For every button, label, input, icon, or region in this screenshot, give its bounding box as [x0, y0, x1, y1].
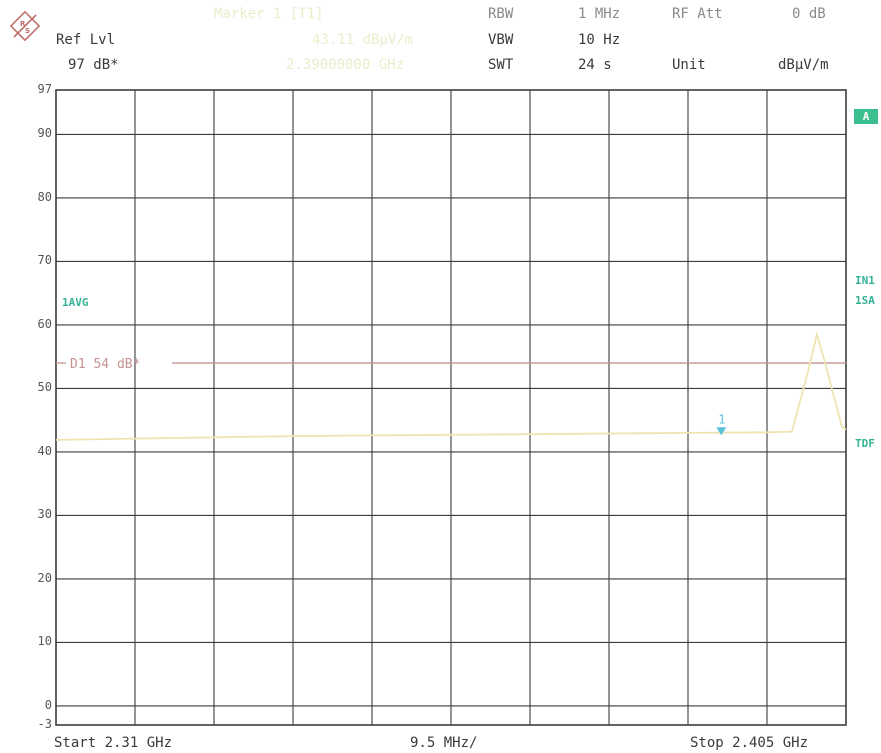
y-tick-label: 60	[37, 316, 52, 331]
vbw-label: VBW	[488, 32, 514, 48]
rf-att-value: 0 dB	[792, 6, 826, 22]
transducer-indicator: TDF	[855, 437, 875, 450]
trace-a-indicator: A	[854, 109, 878, 124]
svg-text:S: S	[25, 27, 30, 35]
marker-layer: 1	[716, 412, 727, 436]
span-per-division: 9.5 MHz/	[410, 735, 478, 751]
sample-indicator: 1SA	[855, 294, 875, 307]
start-frequency: Start 2.31 GHz	[54, 735, 173, 751]
y-tick-label: 90	[37, 126, 52, 141]
rohde-schwarz-logo: R S	[10, 11, 40, 41]
marker-number: 1	[718, 412, 725, 426]
unit-value: dBµV/m	[778, 57, 829, 73]
unit-label: Unit	[672, 57, 706, 73]
stop-frequency: Stop 2.405 GHz	[690, 735, 809, 751]
rbw-label: RBW	[488, 6, 514, 22]
sweep-time-value: 24 s	[578, 57, 612, 73]
grid	[55, 89, 847, 726]
marker-level: 43.11 dBµV/m	[312, 32, 414, 48]
y-tick-label: 0	[44, 697, 52, 712]
y-tick-label: 10	[37, 634, 52, 649]
svg-text:R: R	[20, 20, 26, 28]
y-tick-label: 20	[37, 570, 52, 585]
rbw-value: 1 MHz	[578, 6, 621, 22]
marker-triangle	[716, 427, 727, 436]
y-tick-label: 30	[37, 507, 52, 522]
marker-label: Marker 1 [T1]	[214, 6, 324, 22]
ref-level-label: Ref Lvl	[56, 32, 116, 48]
display-line-label: D1 54 dB*	[70, 357, 140, 372]
y-tick-label: 80	[37, 189, 52, 204]
trace-line	[55, 330, 847, 441]
marker-frequency: 2.39000000 GHz	[286, 57, 405, 73]
y-tick-label: 70	[37, 253, 52, 268]
rf-att-label: RF Att	[672, 6, 723, 22]
y-tick-label: 50	[37, 380, 52, 395]
trace-layer	[55, 330, 847, 441]
y-tick-label: 40	[37, 443, 52, 458]
vbw-value: 10 Hz	[578, 32, 621, 48]
trace-mode-label: 1AVG	[62, 296, 89, 309]
y-tick-label: 97	[37, 82, 52, 96]
display-line-layer: D1 54 dB*	[56, 357, 846, 372]
input-indicator: IN1	[855, 274, 875, 287]
ref-level-value: 97 dB*	[68, 57, 119, 73]
sweep-time-label: SWT	[488, 57, 514, 73]
y-tick-label: -3	[37, 717, 52, 731]
